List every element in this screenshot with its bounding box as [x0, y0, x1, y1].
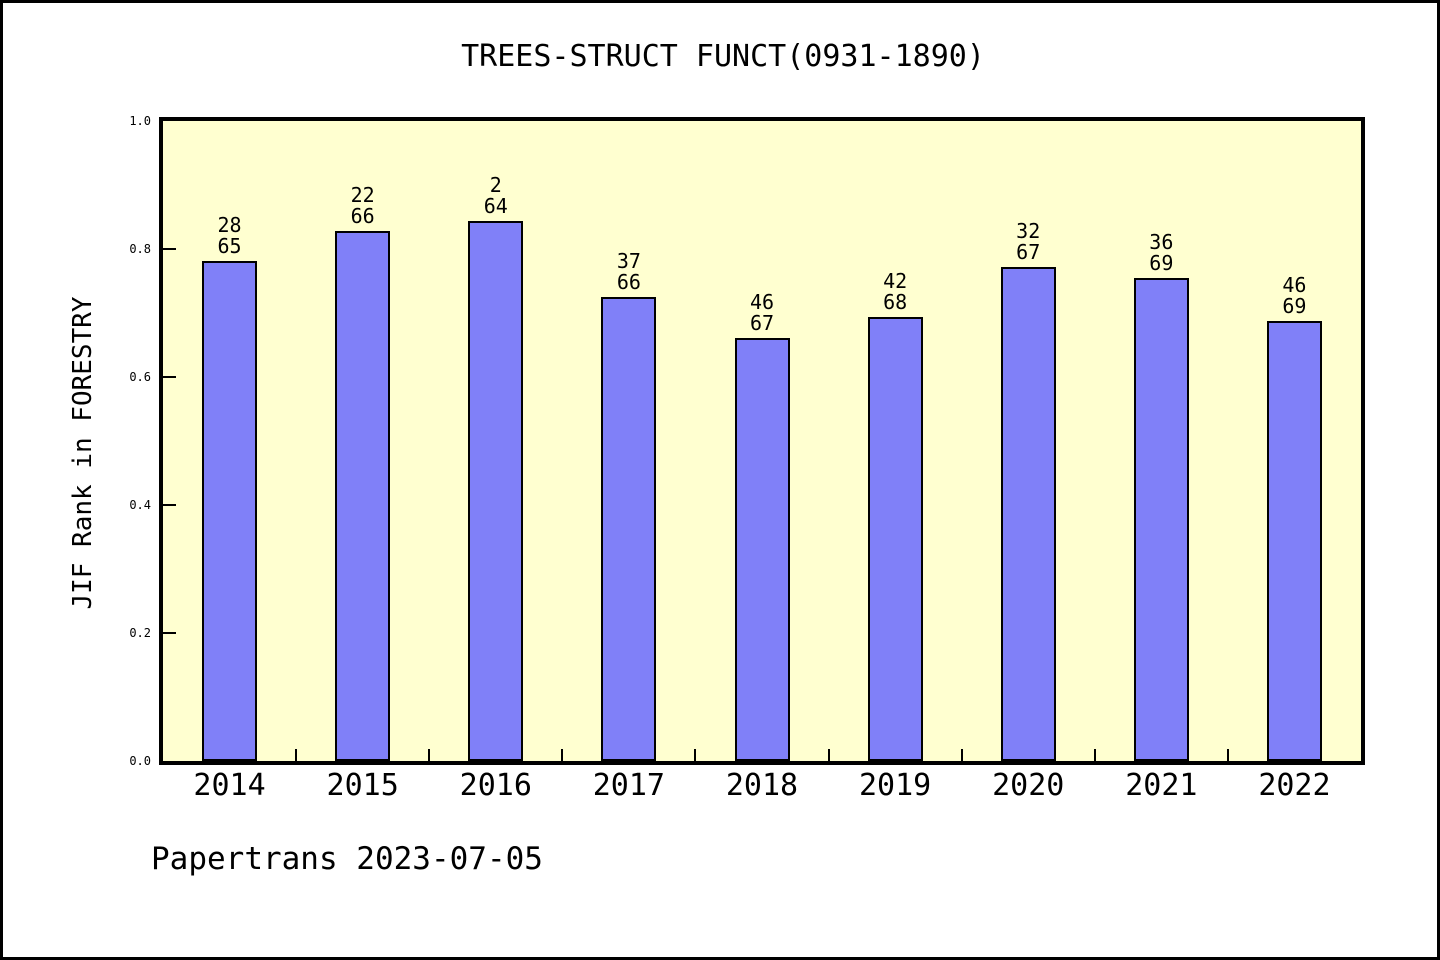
bar-2020 — [1000, 267, 1056, 761]
bar-label-2020: 32 67 — [1016, 219, 1041, 264]
plot-inner: 28 65 22 66 2 64 37 66 46 67 42 68 32 67 36 69 4… — [163, 121, 1361, 761]
x-tick-mark — [1093, 749, 1096, 761]
y-tick-label: 0.0 — [129, 754, 151, 768]
x-tick-mark — [960, 749, 963, 761]
x-tick-mark — [295, 749, 298, 761]
bar-label-2021: 36 69 — [1149, 230, 1174, 275]
x-tick-mark — [428, 749, 431, 761]
x-tick-label: 2016 — [459, 768, 532, 803]
y-tick-label: 0.6 — [129, 370, 151, 384]
bar-2015 — [335, 231, 391, 761]
x-tick-label: 2022 — [1258, 768, 1331, 803]
y-tick-mark — [163, 248, 176, 250]
bar-label-2015: 22 66 — [350, 183, 375, 228]
x-tick-label: 2014 — [193, 768, 266, 803]
x-tick-label: 2021 — [1125, 768, 1198, 803]
bar-label-2018: 46 67 — [749, 290, 775, 335]
x-tick-label: 2017 — [592, 768, 665, 803]
y-axis-label: JIF Rank in FORESTRY — [68, 296, 98, 610]
y-tick-label: 0.8 — [129, 242, 151, 256]
bar-2021 — [1133, 278, 1189, 761]
x-tick-label: 2015 — [326, 768, 399, 803]
bar-2022 — [1266, 321, 1322, 761]
x-tick-mark — [827, 749, 830, 761]
y-tick-label: 0.2 — [129, 626, 151, 640]
bar-label-2017: 37 66 — [616, 249, 641, 294]
bar-2014 — [202, 261, 258, 761]
y-tick-label: 1.0 — [129, 114, 151, 128]
plot-area: 28 65 22 66 2 64 37 66 46 67 42 68 32 67 36 69 4… — [159, 117, 1365, 765]
x-tick-label: 2020 — [992, 768, 1065, 803]
bar-2016 — [468, 221, 524, 761]
y-tick-mark — [163, 376, 176, 378]
y-tick-mark — [163, 504, 176, 506]
x-tick-mark — [1226, 749, 1229, 761]
x-tick-label: 2018 — [725, 768, 799, 803]
y-tick-mark — [163, 632, 176, 634]
bar-label-2019: 42 68 — [883, 269, 908, 314]
watermark-text: Papertrans 2023-07-05 — [151, 841, 543, 877]
bar-2017 — [601, 297, 657, 761]
x-tick-label: 2019 — [858, 768, 932, 803]
chart-title: TREES-STRUCT FUNCT(0931-1890) — [461, 39, 985, 74]
bar-label-2022: 46 69 — [1282, 273, 1307, 318]
bar-label-2014: 28 65 — [217, 213, 242, 258]
x-tick-mark — [561, 749, 564, 761]
x-tick-mark — [694, 749, 697, 761]
y-tick-label: 0.4 — [129, 498, 151, 512]
bar-label-2016: 2 64 — [483, 173, 508, 218]
bar-2019 — [867, 317, 923, 761]
bar-2018 — [734, 338, 790, 761]
